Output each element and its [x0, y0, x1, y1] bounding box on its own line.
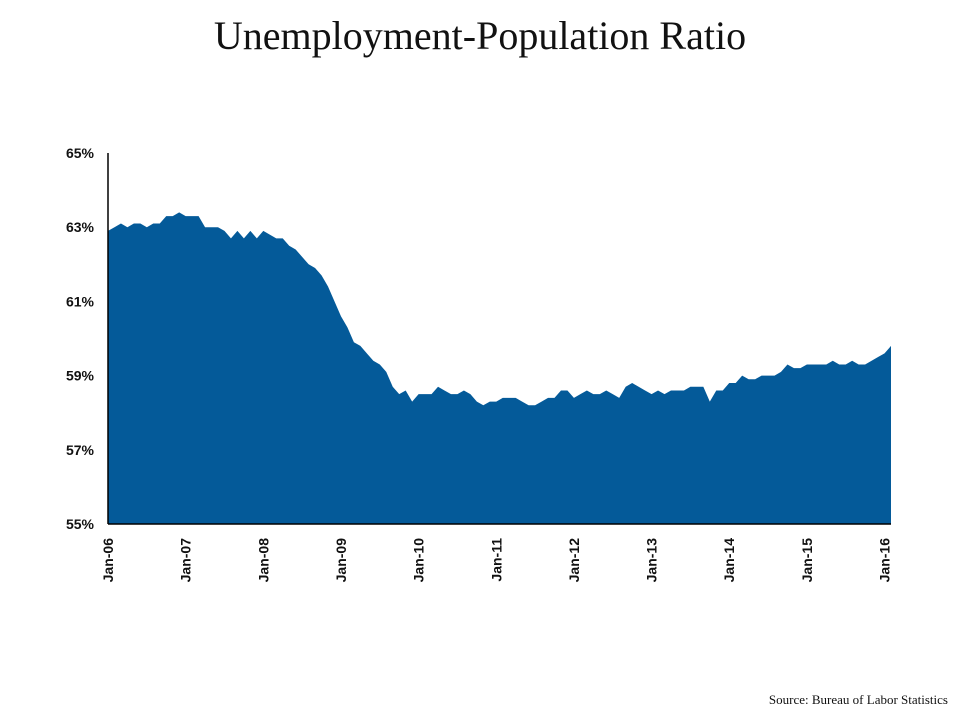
- x-tick-label: Jan-14: [721, 538, 737, 583]
- y-tick-label: 61%: [66, 293, 95, 309]
- x-tick-label: Jan-16: [877, 538, 893, 583]
- y-tick-label: 65%: [66, 145, 95, 161]
- y-axis: 55% 57% 59% 61% 63% 65%: [66, 145, 109, 532]
- source-note: Source: Bureau of Labor Statistics: [768, 692, 948, 707]
- x-tick-label: Jan-11: [488, 538, 504, 582]
- x-tick-label: Jan-13: [644, 538, 660, 583]
- x-tick-label: Jan-09: [333, 538, 349, 583]
- y-tick-label: 59%: [66, 368, 95, 384]
- series-area: [108, 212, 891, 525]
- plot-area: [108, 212, 891, 525]
- y-tick-label: 63%: [66, 219, 95, 235]
- x-tick-label: Jan-15: [799, 538, 815, 583]
- x-tick-label: Jan-06: [100, 538, 116, 583]
- chart-title: Unemployment-Population Ratio: [213, 13, 747, 58]
- x-tick-label: Jan-12: [566, 538, 582, 583]
- x-tick-label: Jan-08: [255, 538, 271, 583]
- y-tick-label: 57%: [66, 442, 95, 458]
- y-tick-label: 55%: [66, 516, 95, 532]
- x-tick-label: Jan-10: [411, 538, 427, 583]
- x-tick-label: Jan-07: [178, 538, 194, 583]
- x-axis: Jan-06 Jan-07 Jan-08 Jan-09 Jan-10 Jan-11 Jan-…: [100, 523, 893, 583]
